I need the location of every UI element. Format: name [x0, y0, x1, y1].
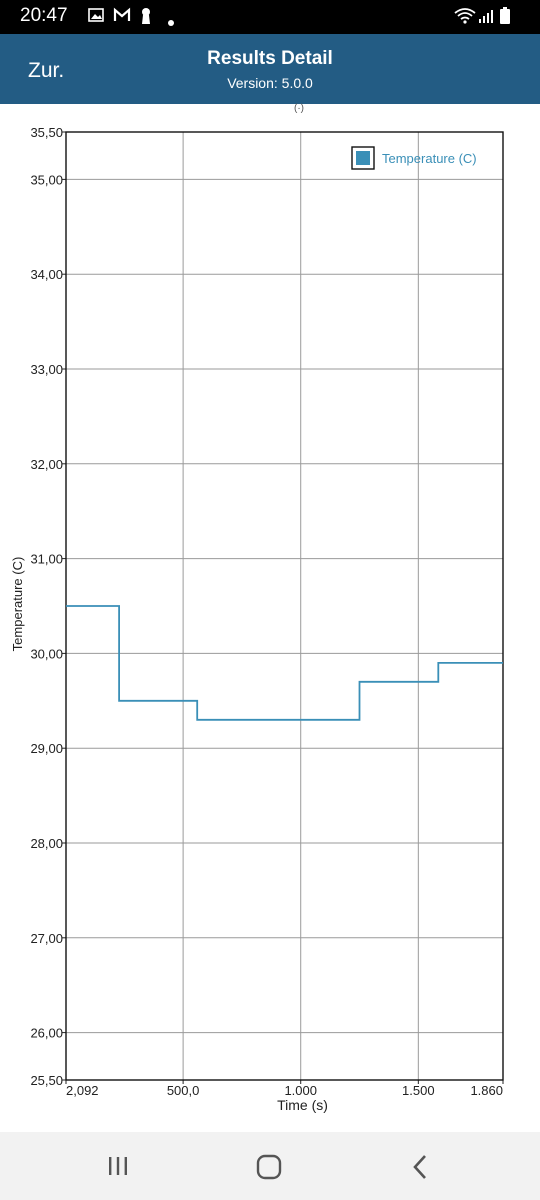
plot-area: [66, 132, 503, 1080]
legend-swatch: [356, 151, 370, 165]
y-tick-label: 34,00: [30, 267, 63, 282]
gmail-icon: [113, 7, 131, 28]
series-line: [66, 605, 503, 721]
y-tick-label: 33,00: [30, 362, 63, 377]
y-tick-label: 31,00: [30, 552, 63, 567]
signal-icon: [478, 9, 494, 28]
image-icon: [88, 7, 104, 28]
nav-bar: [0, 1132, 540, 1200]
status-time: 20:47: [20, 5, 68, 26]
x-tick-label: 1.500: [402, 1083, 435, 1098]
temperature-chart: 25,50 26,00 27,00 28,00 29,00 30,00 31,00 32,00…: [10, 125, 504, 1113]
dot-icon: [168, 13, 174, 31]
x-tick-label: 1.860: [470, 1083, 503, 1098]
home-icon[interactable]: [256, 1154, 282, 1185]
app-bar: Zur. Results Detail Version: 5.0.0: [0, 34, 540, 104]
clipped-text: (·): [294, 103, 304, 114]
y-tick-label: 32,00: [30, 457, 63, 472]
recents-icon[interactable]: [106, 1154, 130, 1183]
wifi-icon: [454, 8, 476, 29]
keyhole-icon: [140, 7, 152, 30]
y-tick-label: 30,00: [30, 646, 63, 661]
back-button[interactable]: Zur.: [28, 59, 65, 82]
y-tick-label: 35,50: [30, 125, 63, 140]
chart-legend: Temperature (C): [351, 146, 477, 170]
battery-icon: [499, 7, 511, 30]
x-tick-label: 2,092: [66, 1083, 99, 1098]
y-tick-label: 28,00: [30, 836, 63, 851]
version-label: Version: 5.0.0: [227, 75, 313, 91]
status-bar: 20:47: [0, 0, 540, 34]
y-tick-label: 26,00: [30, 1026, 63, 1041]
y-tick-label: 25,50: [30, 1073, 63, 1088]
legend-label: Temperature (C): [382, 151, 477, 166]
back-icon[interactable]: [410, 1154, 430, 1185]
x-tick-label: 500,0: [167, 1083, 200, 1098]
y-axis-label: Temperature (C): [10, 557, 25, 652]
x-tick-label: 1.000: [284, 1083, 317, 1098]
y-tick-label: 29,00: [30, 741, 63, 756]
y-tick-label: 35,00: [30, 172, 63, 187]
page-title: Results Detail: [207, 48, 333, 69]
x-axis-label: Time (s): [277, 1097, 328, 1113]
y-tick-label: 27,00: [30, 931, 63, 946]
